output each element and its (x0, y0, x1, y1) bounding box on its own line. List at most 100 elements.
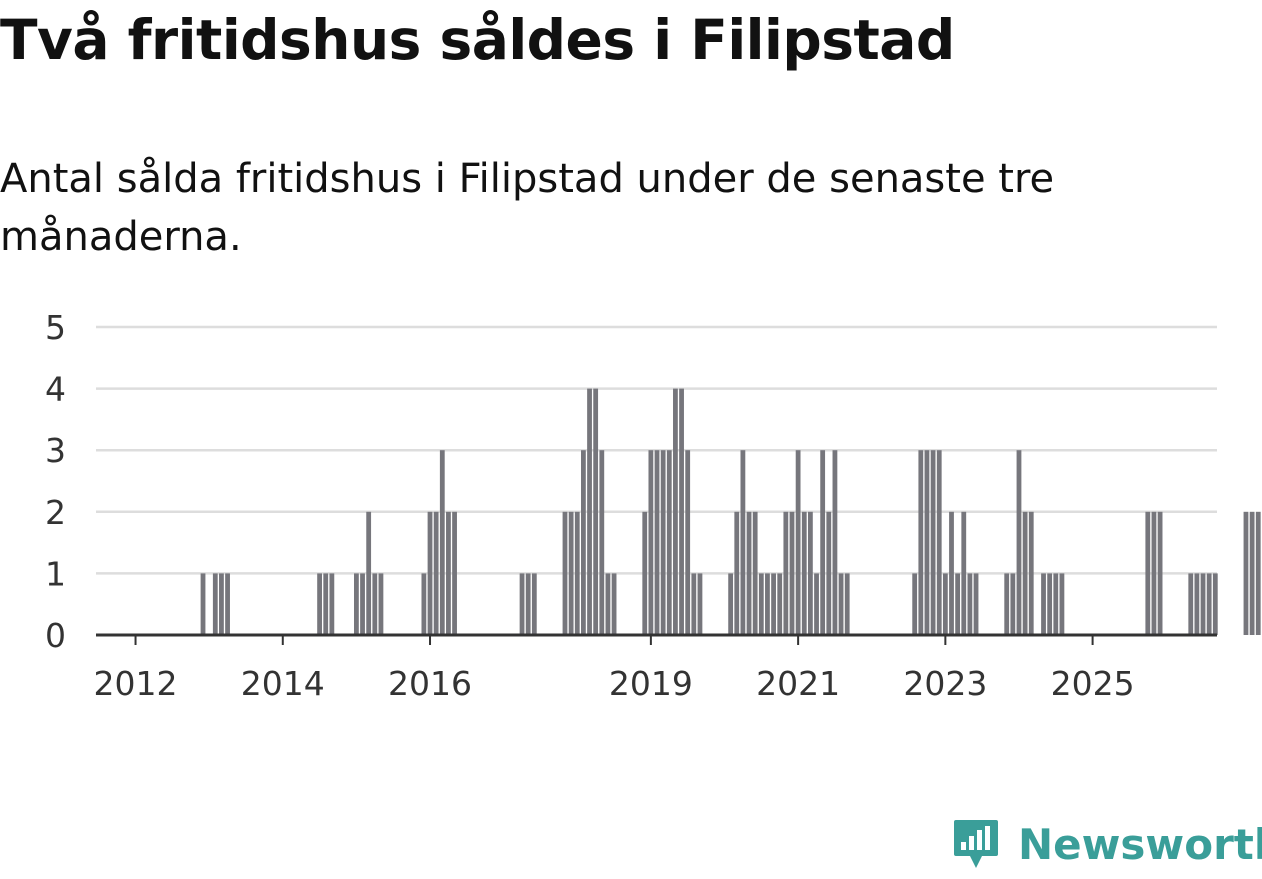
bar (1053, 573, 1059, 635)
bar (1022, 511, 1028, 635)
bar (593, 388, 599, 635)
bar (446, 511, 451, 635)
bar (642, 511, 648, 635)
bar (936, 450, 942, 635)
bar (317, 573, 322, 635)
bar (807, 511, 813, 635)
bar (1145, 511, 1151, 635)
bar (1151, 511, 1157, 635)
bar (648, 450, 654, 635)
bar (562, 511, 568, 635)
y-tick-label: 5 (45, 308, 66, 347)
bar (1059, 573, 1065, 635)
bar (378, 573, 384, 635)
bar (360, 573, 365, 635)
bar (329, 573, 335, 635)
bar (1212, 573, 1218, 635)
bar (973, 573, 979, 635)
bar (826, 511, 832, 635)
x-tick-label: 2016 (388, 664, 472, 703)
bar (666, 450, 672, 635)
bar (219, 573, 224, 635)
bar (918, 450, 924, 635)
bar (912, 573, 918, 635)
bar (599, 450, 605, 635)
bar (519, 573, 525, 635)
bar (673, 388, 678, 635)
bar (734, 511, 740, 635)
bar (1016, 450, 1022, 635)
bar (691, 573, 697, 635)
bar (1200, 573, 1206, 635)
bar (752, 511, 758, 635)
bar (1028, 511, 1034, 635)
bar (1243, 511, 1249, 635)
y-tick-label: 3 (45, 431, 66, 470)
y-tick-label: 0 (45, 616, 66, 655)
bar (765, 573, 770, 635)
bar (832, 450, 838, 635)
bar (955, 573, 961, 635)
bar (1047, 573, 1053, 635)
bar (581, 450, 586, 635)
bar (789, 511, 795, 635)
bar (1188, 573, 1194, 635)
bar (949, 511, 954, 635)
bar (366, 511, 372, 635)
x-tick-label: 2014 (241, 664, 325, 703)
x-tick-label: 2025 (1051, 664, 1135, 703)
bar (1010, 573, 1016, 635)
bar (814, 573, 819, 635)
bar (961, 511, 967, 635)
bar (439, 450, 445, 635)
bar (746, 511, 752, 635)
bar (354, 573, 359, 635)
bar (942, 573, 948, 635)
bar (323, 573, 329, 635)
bar (1004, 573, 1010, 635)
bar (587, 388, 592, 635)
bar (685, 450, 691, 635)
y-tick-label: 1 (45, 554, 66, 593)
x-tick-label: 2021 (756, 664, 840, 703)
bar (212, 573, 218, 635)
bar (967, 573, 973, 635)
bar (372, 573, 378, 635)
bar (1157, 511, 1163, 635)
chart-title: Två fritidshus såldes i Filipstad (0, 8, 955, 72)
bar (531, 573, 537, 635)
bar (740, 450, 746, 635)
bar (838, 573, 844, 635)
bar (568, 511, 574, 635)
bar (1194, 573, 1200, 635)
y-tick-label: 2 (45, 493, 66, 532)
bar (525, 573, 531, 635)
bar (795, 450, 801, 635)
brand-name: Newsworthy (1018, 819, 1262, 869)
bar (452, 511, 457, 635)
bar (679, 388, 684, 635)
bar (605, 573, 611, 635)
bar (200, 573, 206, 635)
x-tick-label: 2019 (609, 664, 693, 703)
bar (574, 511, 580, 635)
x-tick-label: 2012 (94, 664, 178, 703)
bar (820, 450, 826, 635)
bar (433, 511, 439, 635)
y-tick-label: 4 (45, 370, 66, 409)
bar-chart: 01234520122014201620192021202320252 (45, 308, 1261, 703)
bar (427, 511, 433, 635)
bar (1249, 511, 1255, 635)
bar (771, 573, 776, 635)
bar (1255, 511, 1261, 635)
bar (758, 573, 764, 635)
bar (728, 573, 734, 635)
bar (654, 450, 660, 635)
bar (421, 573, 427, 635)
bar (801, 511, 807, 635)
bar (697, 573, 703, 635)
bar (1041, 573, 1046, 635)
bar (611, 573, 617, 635)
newsworthy-logo-icon (954, 820, 998, 868)
bar (777, 573, 783, 635)
